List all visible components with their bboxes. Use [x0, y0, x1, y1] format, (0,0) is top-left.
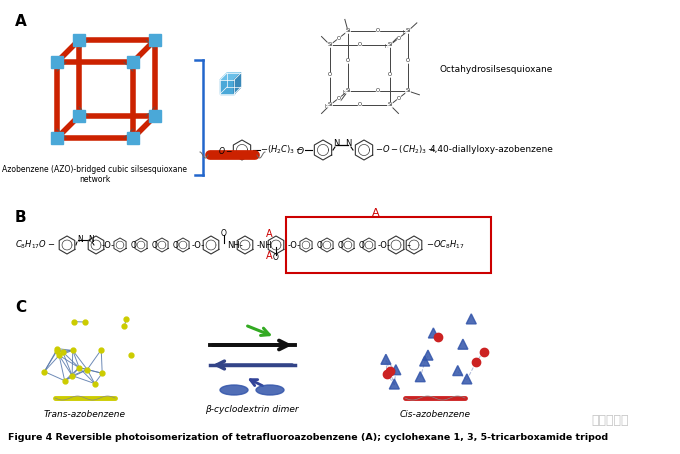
Polygon shape	[220, 80, 234, 94]
Text: O: O	[388, 73, 392, 78]
Text: Si: Si	[405, 29, 411, 34]
Bar	[286, 217, 491, 273]
Text: Octahydrosilsesquioxane: Octahydrosilsesquioxane	[440, 65, 554, 74]
Text: Trans-azobenzene: Trans-azobenzene	[44, 410, 126, 419]
Text: H: H	[342, 90, 346, 95]
Text: H: H	[384, 44, 388, 49]
Bar	[73, 34, 85, 46]
Text: O: O	[376, 89, 380, 94]
Polygon shape	[390, 379, 399, 389]
Text: -NH: -NH	[257, 241, 273, 250]
Polygon shape	[420, 356, 430, 366]
Text: Si: Si	[328, 43, 333, 48]
Text: N: N	[345, 139, 351, 148]
Bar	[127, 132, 139, 144]
Polygon shape	[234, 73, 241, 94]
Text: -O-: -O-	[288, 241, 301, 250]
Text: Si: Si	[328, 103, 333, 108]
Text: 嘉峨检测网: 嘉峨检测网	[591, 414, 629, 426]
Text: N: N	[88, 235, 94, 243]
Text: $C_8H_{17}O-$: $C_8H_{17}O-$	[15, 239, 55, 251]
Text: $-O-(CH_2)_3-$: $-O-(CH_2)_3-$	[375, 144, 435, 156]
Text: $-OC_8H_{17}$: $-OC_8H_{17}$	[426, 239, 464, 251]
Bar	[51, 132, 63, 144]
Polygon shape	[453, 365, 462, 375]
Polygon shape	[462, 374, 472, 384]
Text: $O$: $O$	[296, 144, 305, 156]
Text: O: O	[358, 43, 362, 48]
Text: A: A	[266, 229, 272, 239]
Text: O: O	[131, 241, 137, 250]
Text: $O-$: $O-$	[218, 144, 233, 156]
Text: Si: Si	[388, 103, 392, 108]
Text: O: O	[337, 95, 341, 100]
Text: C: C	[15, 300, 26, 315]
Text: N: N	[333, 139, 339, 148]
Text: O: O	[328, 73, 332, 78]
Bar	[149, 110, 161, 122]
Polygon shape	[423, 350, 433, 360]
Text: O: O	[376, 29, 380, 34]
Polygon shape	[428, 328, 439, 338]
Text: NH-: NH-	[227, 241, 243, 250]
Text: Azobenzene (AZO)-bridged cubic silsesquioxane
network: Azobenzene (AZO)-bridged cubic silsesqui…	[3, 165, 188, 184]
Ellipse shape	[256, 385, 284, 395]
Text: O: O	[397, 35, 401, 40]
Text: A: A	[15, 14, 27, 29]
Text: Si: Si	[388, 43, 392, 48]
Text: A: A	[266, 251, 272, 261]
Text: O: O	[406, 59, 410, 64]
Text: O: O	[173, 241, 179, 250]
Text: Si: Si	[345, 89, 350, 94]
Text: -O-: -O-	[192, 241, 205, 250]
Text: O: O	[358, 103, 362, 108]
Text: O: O	[359, 241, 365, 250]
Text: O: O	[317, 241, 323, 250]
Text: O: O	[152, 241, 158, 250]
Text: H: H	[324, 104, 328, 109]
Text: 4,40-diallyloxy-azobenzene: 4,40-diallyloxy-azobenzene	[430, 145, 554, 154]
Text: Cis-azobenzene: Cis-azobenzene	[400, 410, 471, 419]
Text: O: O	[337, 35, 341, 40]
Bar	[149, 34, 161, 46]
Polygon shape	[458, 339, 468, 349]
Polygon shape	[415, 372, 425, 382]
Text: B: B	[15, 210, 27, 225]
Bar	[51, 56, 63, 68]
Text: O: O	[338, 241, 344, 250]
Polygon shape	[381, 354, 391, 364]
Text: H: H	[402, 30, 406, 35]
Text: N: N	[77, 235, 83, 243]
Bar	[73, 110, 85, 122]
Text: O: O	[221, 228, 227, 237]
Text: Figure 4 Reversible photoisomerization of tetrafluoroazobenzene (A); cyclohexane: Figure 4 Reversible photoisomerization o…	[8, 433, 608, 441]
Text: -: -	[406, 240, 410, 250]
Text: -O-: -O-	[101, 241, 114, 250]
Text: A: A	[372, 208, 380, 218]
Text: -O-: -O-	[377, 241, 390, 250]
Text: Si: Si	[405, 89, 411, 94]
Text: O: O	[346, 59, 350, 64]
Text: Si: Si	[345, 29, 350, 34]
Ellipse shape	[220, 385, 248, 395]
Text: O: O	[397, 95, 401, 100]
Polygon shape	[466, 314, 476, 324]
Bar	[127, 56, 139, 68]
Text: O: O	[273, 252, 279, 262]
Text: β-cyclodextrin dimer: β-cyclodextrin dimer	[205, 405, 299, 414]
Text: $-(H_2C)_3-$: $-(H_2C)_3-$	[260, 144, 303, 156]
Polygon shape	[220, 73, 241, 80]
Polygon shape	[391, 365, 401, 375]
